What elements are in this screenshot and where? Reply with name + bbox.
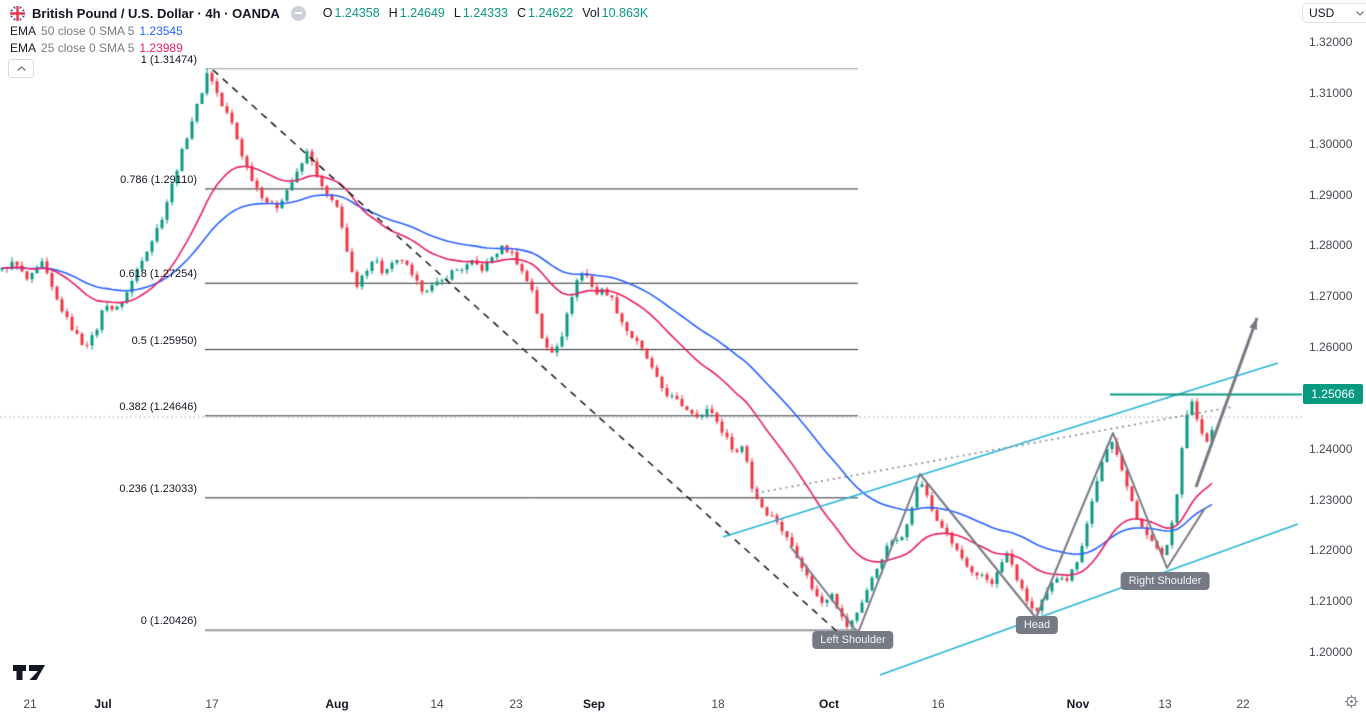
time-axis-tick: Nov <box>1066 697 1090 711</box>
time-axis-tick: Jul <box>94 697 112 711</box>
collapse-indicators-button[interactable] <box>8 59 34 78</box>
high-label: H <box>388 6 398 20</box>
indicator-name: EMA <box>10 41 37 55</box>
price-axis-tick: 1.30000 <box>1309 136 1353 151</box>
price-axis-tick: 1.27000 <box>1309 289 1353 304</box>
time-axis-tick: 17 <box>205 697 219 711</box>
time-axis-tick: Aug <box>325 697 349 711</box>
close-value: 1.24622 <box>528 6 574 20</box>
time-axis-tick: 14 <box>430 697 444 711</box>
price-axis-tick: 1.32000 <box>1309 35 1353 49</box>
price-axis-tick: 1.28000 <box>1309 238 1353 253</box>
price-level-badge: 1.25066 <box>1303 384 1363 405</box>
time-axis-tick: 18 <box>711 697 725 711</box>
symbol-title[interactable]: British Pound / U.S. Dollar · 4h · OANDA <box>32 5 280 21</box>
price-level-value: 1.25066 <box>1311 387 1355 402</box>
open-label: O <box>322 6 333 20</box>
chevron-up-icon <box>16 66 26 71</box>
hide-legend-button[interactable] <box>290 5 306 21</box>
fib-level-label: 0.236 (1.23033) <box>119 482 197 495</box>
price-axis-tick: 1.31000 <box>1309 85 1353 100</box>
time-axis[interactable]: 21 Jul 17 Aug 14 23 Sep 18 Oct 16 Nov 13 22 <box>0 690 1302 718</box>
fib-level-label: 0.382 (1.24646) <box>119 400 197 413</box>
indicator-value: 1.23545 <box>139 24 183 38</box>
symbol-header: British Pound / U.S. Dollar · 4h · OANDA… <box>10 4 648 22</box>
volume-label: Vol <box>582 6 600 20</box>
time-axis-tick: 13 <box>1158 697 1172 711</box>
fib-level-label: 0.618 (1.27254) <box>119 268 197 281</box>
time-axis-tick: 16 <box>931 697 945 711</box>
fib-level-label: 1 (1.31474) <box>140 53 197 66</box>
price-axis-tick: 1.24000 <box>1309 441 1353 456</box>
pattern-label-badge[interactable]: Right Shoulder <box>1120 572 1210 590</box>
indicator-row-ema25[interactable]: EMA 25 close 0 SMA 5 1.23989 <box>10 41 183 55</box>
indicator-value: 1.23989 <box>139 41 183 55</box>
price-axis[interactable]: USD 1.25066 1.32000 1.31000 1.30000 1.29000… <box>1302 0 1366 718</box>
open-value: 1.24358 <box>334 6 380 20</box>
price-axis-tick: 1.20000 <box>1309 645 1353 659</box>
currency-label: USD <box>1309 6 1335 20</box>
time-axis-tick: 23 <box>509 697 523 711</box>
indicator-name: EMA <box>10 24 37 38</box>
gbp-flag-icon <box>10 5 25 21</box>
pattern-label-badge[interactable]: Left Shoulder <box>812 631 894 649</box>
tradingview-logo-icon[interactable] <box>12 662 48 688</box>
low-label: L <box>453 6 461 20</box>
pattern-label-badge[interactable]: Head <box>1015 616 1059 634</box>
price-axis-tick: 1.23000 <box>1309 492 1353 507</box>
indicator-params: 25 close 0 SMA 5 <box>41 41 135 55</box>
price-axis-tick: 1.26000 <box>1309 340 1353 354</box>
chevron-down-icon <box>1356 10 1364 16</box>
indicator-params: 50 close 0 SMA 5 <box>41 24 135 38</box>
time-axis-tick: Oct <box>818 697 840 711</box>
fib-level-label: 0 (1.20426) <box>140 615 197 628</box>
price-axis-tick: 1.21000 <box>1309 594 1353 609</box>
fib-level-label: 0.786 (1.29110) <box>120 173 197 186</box>
low-value: 1.24333 <box>462 6 509 20</box>
high-value: 1.24649 <box>399 6 445 20</box>
indicator-row-ema50[interactable]: EMA 50 close 0 SMA 5 1.23545 <box>10 24 183 38</box>
close-label: C <box>517 6 527 20</box>
fib-level-label: 0.5 (1.25950) <box>131 334 197 347</box>
time-axis-tick: 22 <box>1236 697 1250 711</box>
price-axis-tick: 1.22000 <box>1309 543 1353 558</box>
currency-selector[interactable]: USD <box>1302 3 1366 23</box>
volume-value: 10.863K <box>601 6 649 20</box>
price-axis-tick: 1.29000 <box>1309 187 1353 202</box>
axis-settings-gear-icon[interactable] <box>1344 694 1359 714</box>
time-axis-tick: Sep <box>582 697 606 711</box>
ohlc-values: O 1.24358 H 1.24649 L 1.24333 C 1.24622 Vol 1… <box>323 6 648 20</box>
time-axis-tick: 21 <box>23 697 37 711</box>
